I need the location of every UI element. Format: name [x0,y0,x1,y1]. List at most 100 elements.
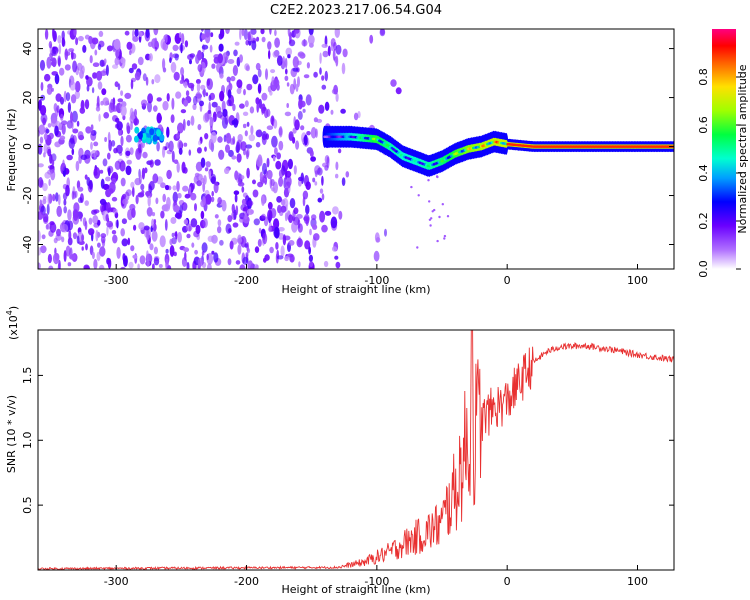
spectrogram-cell [293,78,297,90]
spectrogram-cell [284,57,288,69]
spectrogram-cell [58,259,61,269]
spectrogram-cell [239,29,242,41]
spectrogram-cell [310,127,317,139]
spectrogram-cell [111,230,117,235]
spectrogram-cell [284,75,289,82]
spectrogram-cell [274,147,278,155]
spectrogram-cell [101,88,107,96]
spectrogram-cell [176,162,180,173]
spectrogram-cell [332,206,339,215]
spectrogram-cell [160,38,167,50]
spectrogram-cell [237,234,243,245]
spectrogram-y-ticks: -40 -20 0 20 40 [21,42,674,253]
spectrogram-cell [261,36,266,43]
spectrogram-cell [326,156,330,169]
spectrogram-cell [323,260,329,268]
spectrogram-cell [248,134,255,142]
spectrogram-cell [177,122,184,134]
spectrogram-cell [234,170,239,181]
spectrogram-cell [77,35,84,42]
spectrogram-cell [182,118,186,131]
spectrogram-cell [231,120,236,125]
spectrogram-cell [74,80,81,93]
spectrogram-cell [278,169,284,178]
spectrogram-cell [233,49,238,57]
spectrogram-cell [121,218,127,225]
spectrogram-cell [171,150,175,163]
spectrogram-cell [252,74,259,85]
spectrogram-cell [177,231,183,243]
spectrogram-cell [85,243,88,251]
spectrogram-cell [245,65,250,72]
spectrogram-cell [202,196,206,206]
colorbar-gradient [712,29,736,269]
spectrogram-cell [225,223,232,234]
spectrogram-cell [312,224,318,230]
spectrogram-cell [204,167,209,172]
spectrogram-cell [155,197,159,205]
spectrogram-cell [261,92,268,101]
spectrogram-cell [211,250,215,255]
spectrogram-cell [100,233,107,239]
spectrogram-cell [92,62,100,67]
spectrogram-cell [229,240,234,250]
spectrogram-cell [171,97,175,110]
spectrogram-cell [108,139,112,152]
spectrogram-cell [239,103,245,109]
spectrogram-cell [128,67,134,74]
spectrogram-cell [149,128,155,136]
spectrogram-cell [183,167,188,174]
spectrogram-cell [271,135,278,148]
spectrogram-cell [268,225,272,233]
spectrogram-cell [202,218,208,228]
spectrogram-cell [213,181,219,194]
spectrogram-cell [282,234,287,246]
spectrogram-cell [99,264,105,269]
spectrogram-cell [237,244,242,255]
spectrogram-cell [99,246,106,257]
spectrogram-cell [114,160,121,170]
spectrogram-cell [228,149,234,158]
spectrogram-cell [70,111,73,124]
spectrogram-cell [47,253,53,264]
spectrogram-cell [44,73,51,82]
spectrogram-cell [201,33,206,40]
spectrogram-cell [152,173,159,184]
spectrogram-cell [417,194,420,197]
spectrogram-cell [303,216,310,222]
spectrogram-cell [133,224,137,231]
spectrogram-cell [443,234,447,238]
spectrogram-cell [194,203,197,212]
spectrogram-cell [76,235,80,244]
spectrogram-cell [42,183,48,192]
spectrogram-cell [183,219,189,225]
spectrogram-cell [88,228,95,236]
spectrogram-cell [181,202,188,211]
spectrogram-cell [301,39,308,47]
spectrogram-cell [66,154,73,161]
spectrogram-cell [303,74,310,79]
spectrogram-cell [97,43,102,51]
spectrogram-cell [80,154,88,161]
spectrogram-cell [227,258,232,266]
spectrogram-cell [293,165,297,175]
spectrogram-cell [134,126,140,134]
spectrogram-cell [185,223,193,232]
snr-series-line [38,330,674,570]
spectrogram-cell [142,151,148,159]
spectrogram-cell [46,56,52,69]
spectrogram-cell [169,57,172,63]
spectrogram-cell [103,112,110,119]
spectrogram-cell [62,192,68,201]
spectrogram-cell [188,149,192,156]
spectrogram-cell [222,108,228,118]
spectrogram-cell [40,81,44,91]
spectrogram-cell [190,192,197,201]
spectrogram-cell [84,99,90,110]
spectrogram-cell [174,53,179,61]
spectrogram-cell [284,255,289,262]
spectrogram-cell [102,97,110,106]
spectrogram-cell [125,165,132,176]
spectrogram-cell [137,132,143,140]
spectrogram-cell [110,98,115,111]
